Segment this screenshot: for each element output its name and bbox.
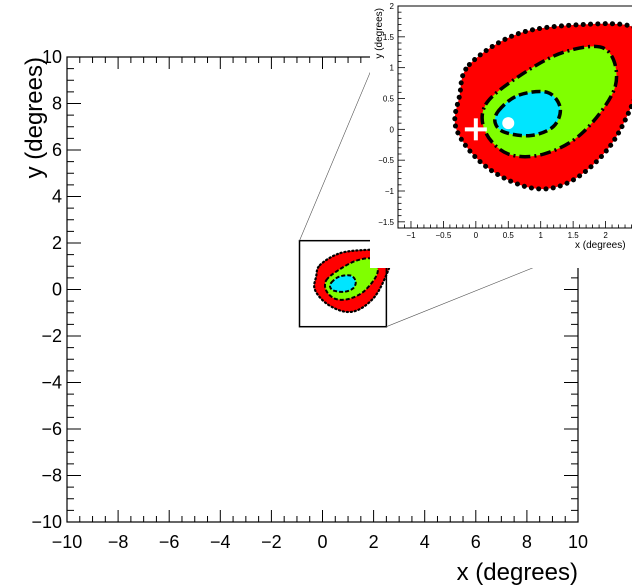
- inset-x-tick-label: 2: [603, 231, 608, 240]
- main-x-tick-label: 4: [420, 532, 430, 552]
- main-x-axis-label: x (degrees): [457, 559, 578, 586]
- dot-marker: [502, 117, 515, 130]
- main-y-tick-label: −8: [41, 466, 62, 486]
- main-y-tick-labels: −10 −8 −6 −4 −2 0 2 4 6 8 10: [31, 47, 62, 532]
- inset-y-ticks: [398, 5, 405, 229]
- main-x-tick-label: −4: [210, 532, 231, 552]
- main-x-tick-label: −6: [159, 532, 180, 552]
- main-y-tick-label: −10: [31, 512, 62, 532]
- main-y-tick-label: 0: [52, 280, 62, 300]
- main-y-axis-label: y (degrees): [21, 57, 48, 178]
- inset-y-tick-label: −1: [385, 187, 395, 196]
- inset-y-tick-label: −0.5: [378, 156, 394, 165]
- inset-x-axis-label: x (degrees): [575, 240, 626, 251]
- main-x-tick-label: 6: [471, 532, 481, 552]
- inset-markers: [464, 117, 515, 141]
- zoom-box: [298, 239, 388, 328]
- inset-x-tick-label: 1.5: [568, 231, 580, 240]
- inset-x-tick-labels: −1−0.500.511.522.: [406, 231, 608, 240]
- inset-plot: −1−0.500.511.522. −1.5−1−0.500.511.52 x …: [370, 0, 632, 268]
- inset-y-tick-label: 0.5: [383, 95, 395, 104]
- inset-x-tick-label: −1: [406, 231, 416, 240]
- inset-x-tick-label: 0.5: [503, 231, 515, 240]
- main-x-tick-label: −2: [261, 532, 282, 552]
- inset-y-axis-label: y (degrees): [374, 8, 385, 59]
- main-x-tick-label: 10: [568, 532, 588, 552]
- main-x-tick-label: −10: [52, 532, 83, 552]
- main-y-tick-label: 8: [52, 94, 62, 114]
- main-y-tick-label: 10: [42, 47, 62, 67]
- inset-x-ticks: [397, 221, 632, 228]
- main-x-tick-labels: −10 −8 −6 −4 −2 0 2 4 6 8 10: [52, 532, 588, 552]
- main-y-tick-label: 6: [52, 140, 62, 160]
- inset-y-tick-label: 1.5: [383, 33, 395, 42]
- inset-x-tick-label: 0: [474, 231, 479, 240]
- inset-x-tick-label: 1: [538, 231, 543, 240]
- main-x-tick-label: 2: [369, 532, 379, 552]
- inset-y-tick-label: −1.5: [378, 218, 394, 227]
- inset-x-tick-label: −0.5: [436, 231, 452, 240]
- main-x-tick-label: 8: [522, 532, 532, 552]
- main-y-tick-label: −4: [41, 373, 62, 393]
- main-x-tick-label: −8: [108, 532, 129, 552]
- main-y-tick-label: 4: [52, 187, 62, 207]
- main-x-tick-label: 0: [317, 532, 327, 552]
- inset-y-tick-label: 1: [390, 64, 395, 73]
- inset-y-tick-labels: −1.5 −1 −0.5 0 0.5 1 1.5 2: [378, 2, 394, 227]
- main-region-cyan: [328, 274, 357, 293]
- inset-y-tick-label: 0: [390, 125, 395, 134]
- main-y-tick-label: −2: [41, 326, 62, 346]
- main-y-tick-label: −6: [41, 419, 62, 439]
- main-y-tick-label: 2: [52, 233, 62, 253]
- inset-y-tick-label: 2: [390, 2, 395, 11]
